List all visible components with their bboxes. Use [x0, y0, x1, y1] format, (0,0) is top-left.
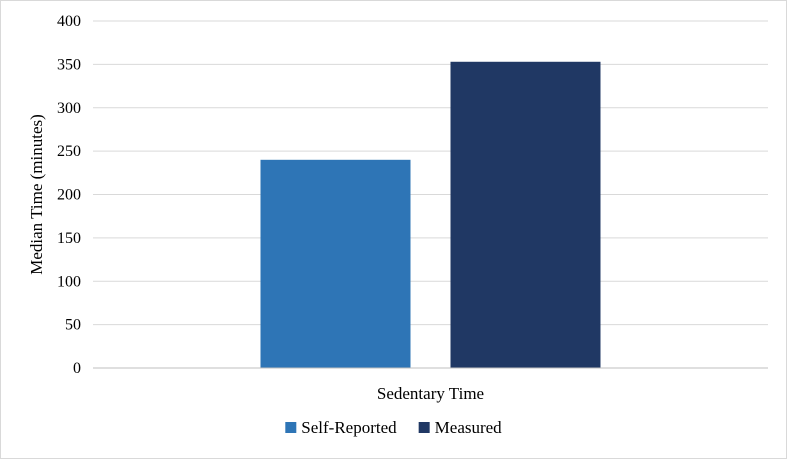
- y-tick-label: 250: [57, 143, 81, 160]
- y-tick-label: 0: [73, 360, 81, 377]
- legend: Self-Reported Measured: [285, 418, 502, 437]
- y-axis-ticks: 0 50 100 150 200 250 300 350 400: [57, 13, 81, 377]
- gridlines: [93, 20, 768, 326]
- y-tick-label: 350: [57, 56, 81, 73]
- bar-self-reported: [260, 159, 411, 368]
- legend-label: Measured: [435, 418, 503, 437]
- bars: [260, 61, 601, 369]
- legend-item: Measured: [418, 418, 503, 437]
- x-tick-label: Sedentary Time: [377, 384, 484, 403]
- y-axis-title: Median Time (minutes): [27, 114, 46, 275]
- legend-swatch: [418, 422, 430, 433]
- legend-swatch: [285, 422, 297, 433]
- y-tick-label: 100: [57, 273, 81, 290]
- y-tick-label: 200: [57, 187, 81, 204]
- y-tick-label: 300: [57, 100, 81, 117]
- y-tick-label: 400: [57, 13, 81, 30]
- y-tick-label: 150: [57, 230, 81, 247]
- bar-measured: [450, 61, 601, 369]
- legend-label: Self-Reported: [301, 418, 397, 437]
- legend-item: Self-Reported: [285, 418, 397, 437]
- y-tick-label: 50: [65, 317, 81, 334]
- x-axis-ticks: Sedentary Time: [377, 384, 484, 403]
